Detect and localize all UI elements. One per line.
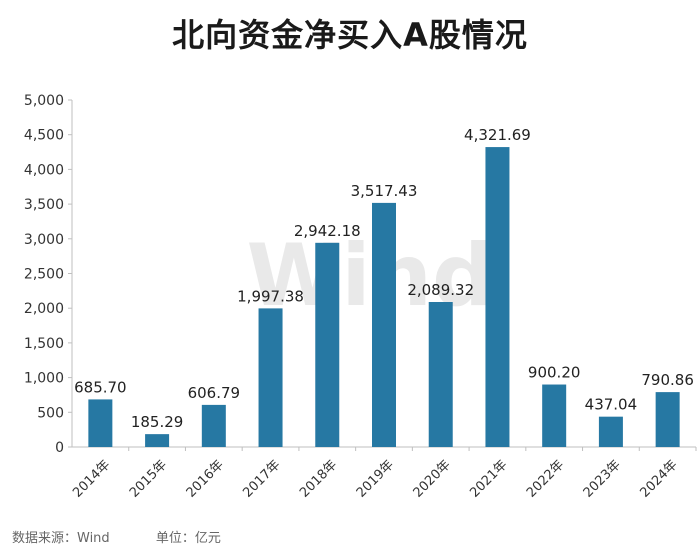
data-label: 2,942.18 <box>294 222 361 240</box>
x-tick-label: 2020年 <box>411 457 454 500</box>
data-label: 4,321.69 <box>464 126 531 144</box>
y-tick-label: 0 <box>55 440 64 456</box>
y-tick-label: 1,500 <box>24 336 64 352</box>
y-tick-label: 2,000 <box>24 301 64 317</box>
bar <box>485 147 510 447</box>
y-tick-label: 4,500 <box>24 128 64 144</box>
bar <box>598 416 623 447</box>
y-tick-label: 500 <box>37 405 64 421</box>
data-label: 2,089.32 <box>407 281 474 299</box>
x-tick-label: 2018年 <box>297 457 340 500</box>
y-tick-label: 4,000 <box>24 162 64 178</box>
bar <box>88 399 113 447</box>
data-label: 185.29 <box>131 413 184 431</box>
x-tick-label: 2014年 <box>70 457 113 500</box>
bar <box>145 434 170 447</box>
bar <box>201 404 226 447</box>
data-label: 606.79 <box>188 384 241 402</box>
x-tick-label: 2019年 <box>354 457 397 500</box>
y-tick-label: 5,000 <box>24 93 64 109</box>
x-tick-label: 2016年 <box>184 457 227 500</box>
data-label: 900.20 <box>528 364 581 382</box>
bar <box>655 392 680 447</box>
source-note: 数据来源：Wind <box>12 531 110 546</box>
y-tick-label: 3,500 <box>24 197 64 213</box>
data-label: 437.04 <box>585 396 638 414</box>
x-tick-label: 2023年 <box>581 457 624 500</box>
data-label: 685.70 <box>74 378 127 396</box>
y-tick-label: 2,500 <box>24 267 64 283</box>
bar <box>315 242 340 447</box>
chart-title: 北向资金净买入A股情况 <box>172 16 528 54</box>
x-tick-label: 2021年 <box>467 457 510 500</box>
y-tick-label: 1,000 <box>24 371 64 387</box>
x-tick-label: 2015年 <box>127 457 170 500</box>
data-label: 790.86 <box>641 371 694 389</box>
x-tick-label: 2022年 <box>524 457 567 500</box>
chart-footer: 数据来源：Wind 单位：亿元 <box>12 527 263 546</box>
x-tick-label: 2017年 <box>240 457 283 500</box>
bar <box>428 302 453 447</box>
watermark-text: Wind <box>246 226 493 326</box>
unit-note: 单位：亿元 <box>155 531 221 546</box>
y-tick-label: 3,000 <box>24 232 64 248</box>
data-label: 1,997.38 <box>237 287 304 305</box>
x-tick-label: 2024年 <box>637 457 680 500</box>
data-label: 3,517.43 <box>351 182 418 200</box>
bar <box>372 202 396 447</box>
bar <box>542 384 567 447</box>
bar <box>258 308 283 447</box>
